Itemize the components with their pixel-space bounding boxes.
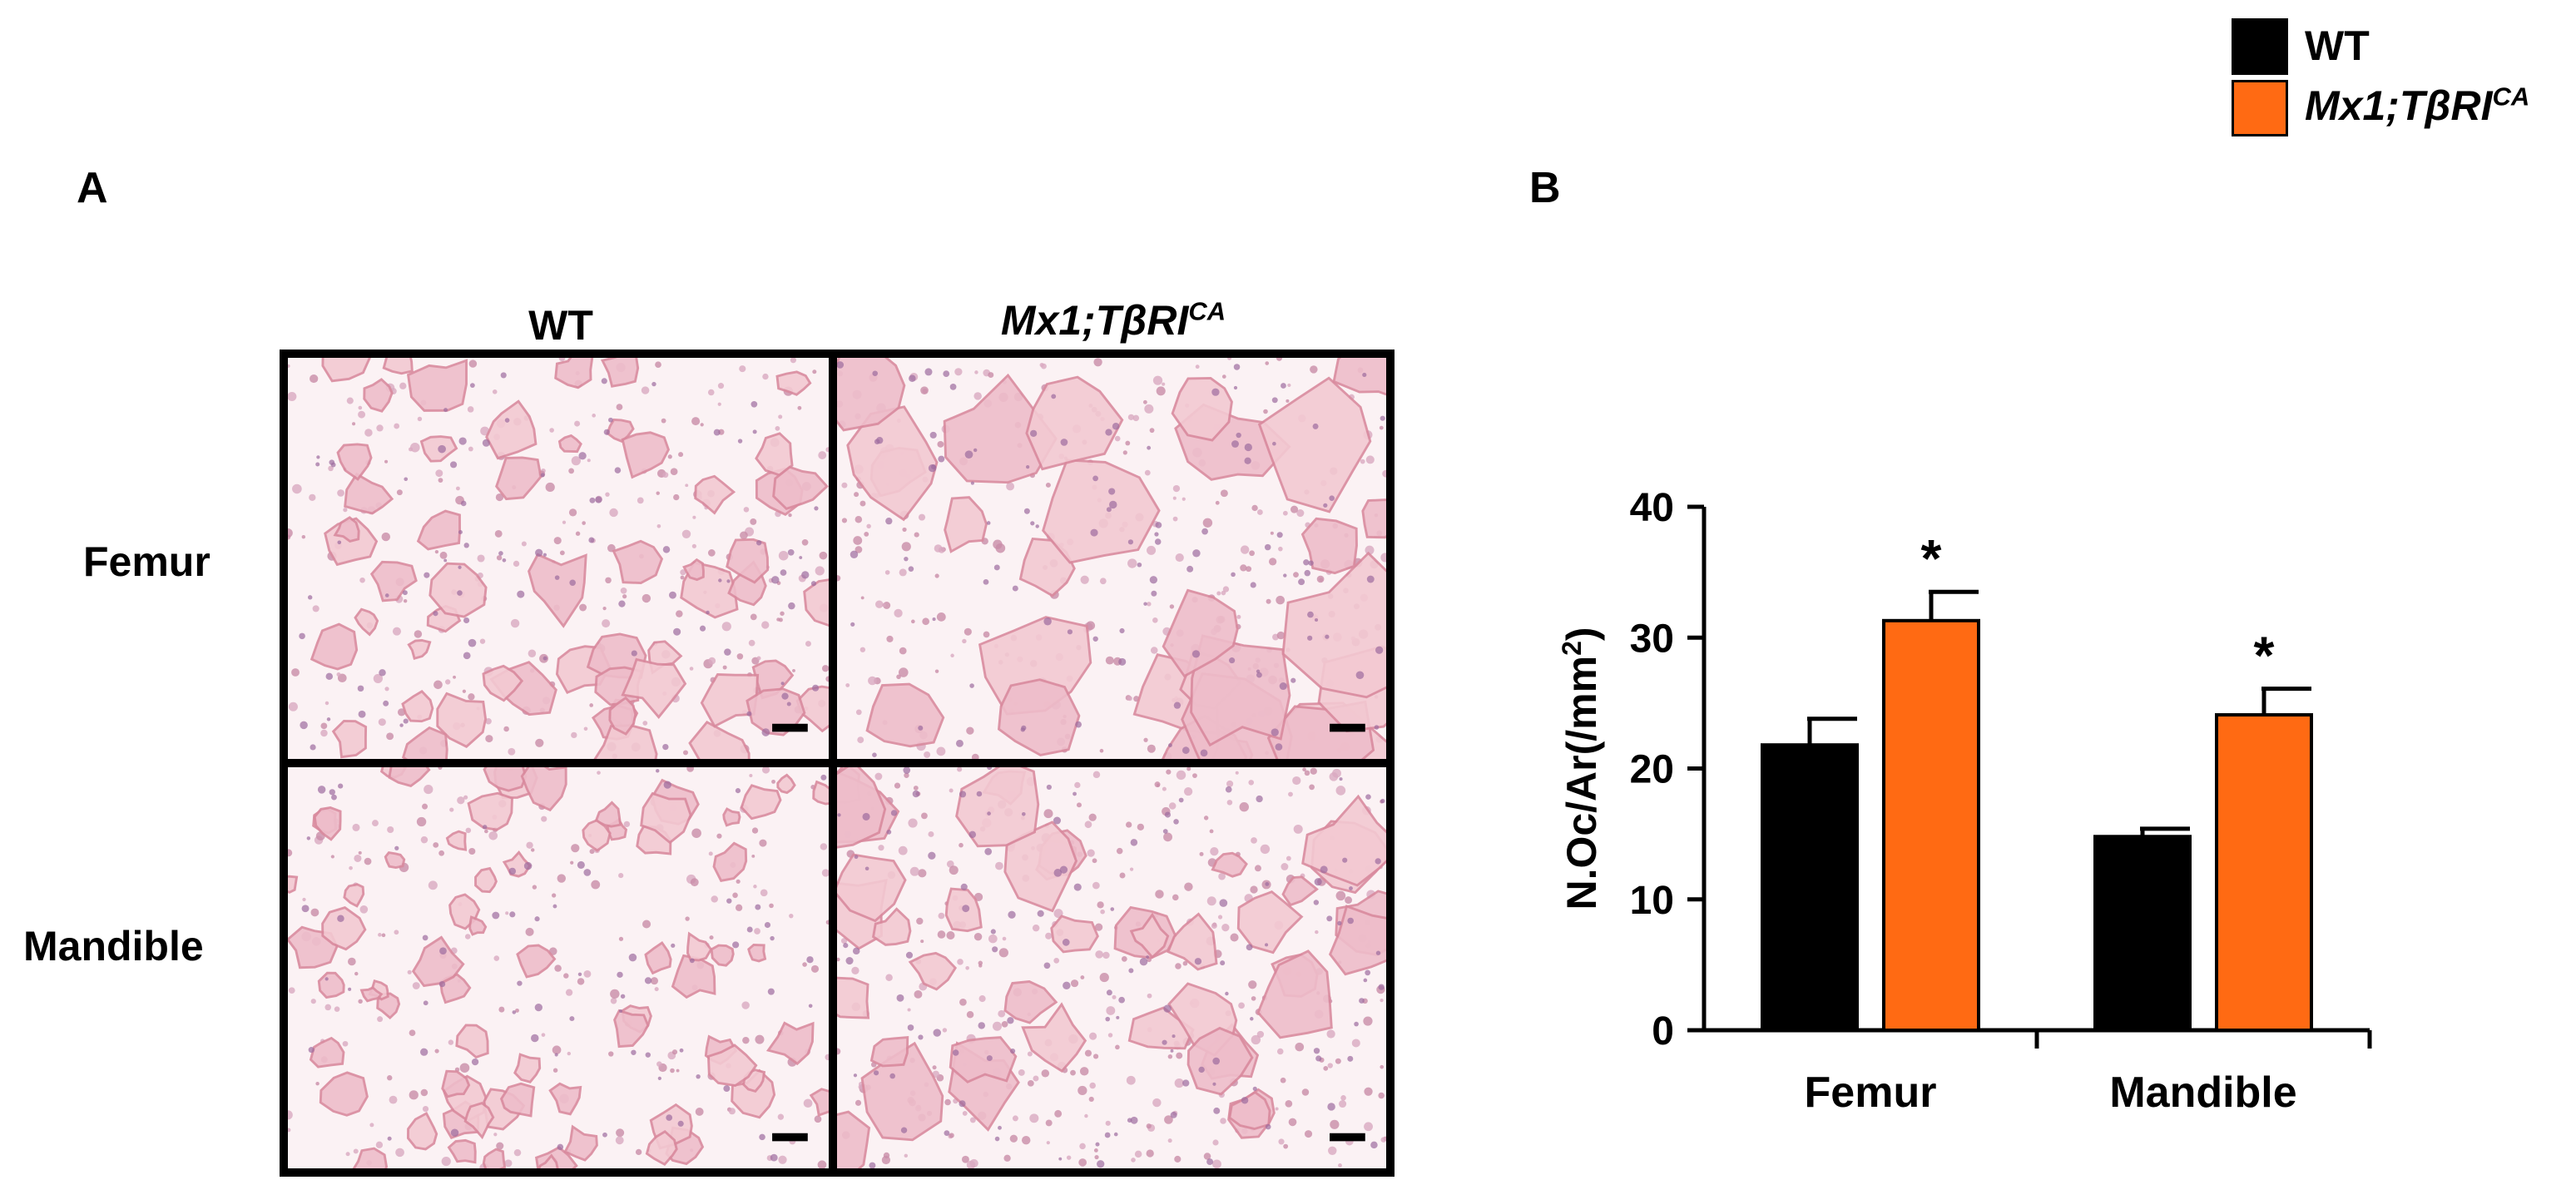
bar-femur-mutant xyxy=(1882,618,1980,1032)
micrograph-mutant-mandible xyxy=(829,759,1395,1177)
row-label-femur: Femur xyxy=(83,538,211,585)
column-label-wt: WT xyxy=(528,302,593,349)
bar-chart: 0 10 20 30 40 N.Oc/Ar(/mm2) * Femur * Mandible xyxy=(1557,486,2372,1117)
panel-a-letter: A xyxy=(77,164,108,212)
significance-marker: * xyxy=(2254,626,2275,686)
y-tick-label: 30 xyxy=(1630,617,1674,661)
column-label-mutant: Mx1;TβRICA xyxy=(1000,296,1226,344)
legend-label-mutant: Mx1;TβRICA xyxy=(2305,82,2530,129)
y-tick-label: 40 xyxy=(1630,486,1674,530)
bar-mandible-wt xyxy=(2093,835,2192,1032)
row-label-mandible: Mandible xyxy=(23,923,204,969)
significance-marker: * xyxy=(1921,528,1942,588)
panel-b-letter: B xyxy=(1529,164,1561,212)
micrograph-mutant-femur xyxy=(829,350,1395,767)
legend-label-wt: WT xyxy=(2305,22,2370,69)
legend-swatch-mutant xyxy=(2232,80,2288,136)
y-tick-label: 10 xyxy=(1630,879,1674,923)
legend-swatch-wt xyxy=(2232,18,2288,75)
bar-mandible-mutant xyxy=(2215,713,2313,1032)
x-category-label: Mandible xyxy=(2109,1068,2296,1117)
y-tick-label: 20 xyxy=(1630,748,1674,792)
micrograph-wt-mandible xyxy=(280,759,837,1177)
micrograph-wt-femur xyxy=(280,350,837,767)
x-category-label: Femur xyxy=(1805,1068,1937,1117)
y-axis-label: N.Oc/Ar(/mm2) xyxy=(1557,627,1605,910)
bar-femur-wt xyxy=(1761,743,1859,1032)
y-tick-label: 0 xyxy=(1652,1009,1674,1054)
